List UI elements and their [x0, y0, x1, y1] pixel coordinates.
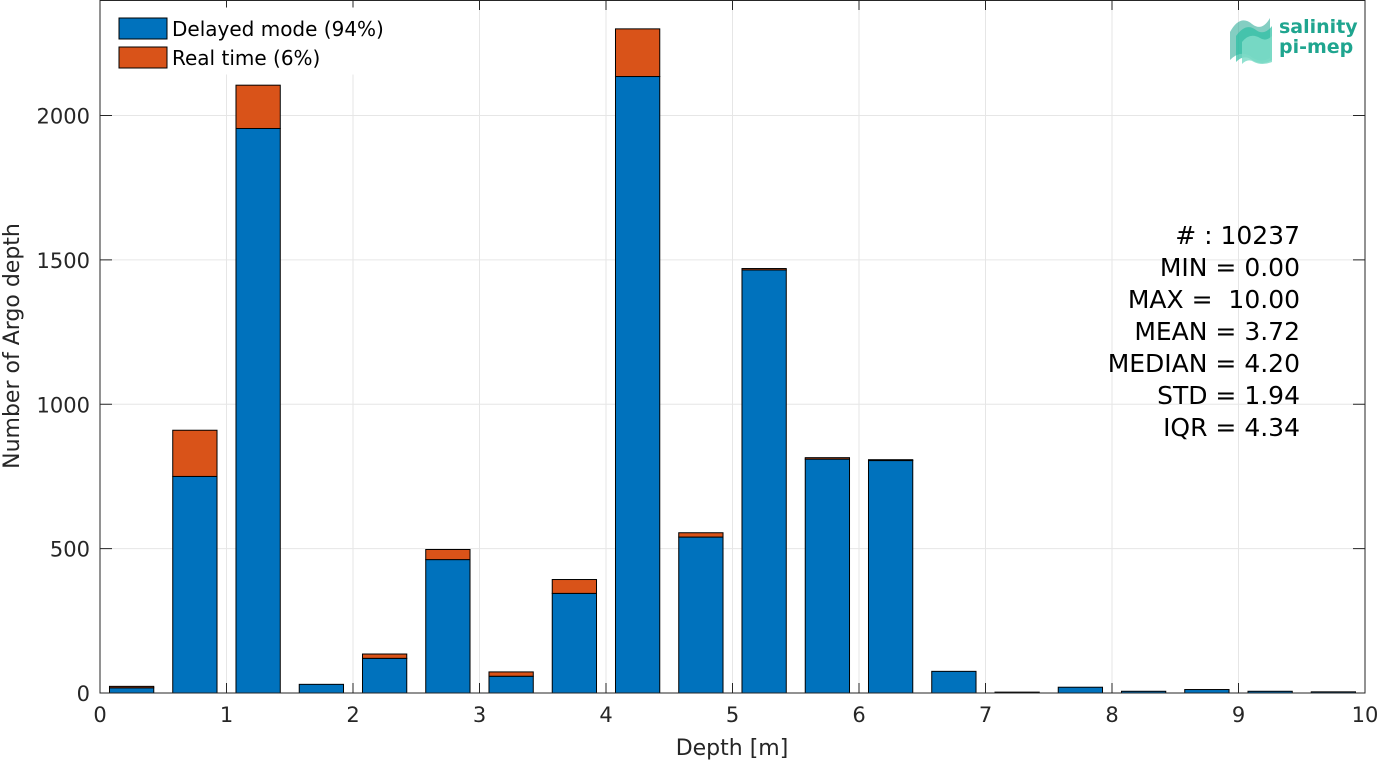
bar-delayed-mode — [741, 269, 787, 694]
bar-real-time — [804, 457, 851, 460]
bar-delayed-mode — [551, 592, 598, 694]
bar-real-time — [614, 28, 661, 78]
x-tick-label: 5 — [726, 703, 739, 727]
statistics-panel: # : 10237 MIN = 0.00 MAX = 10.00 MEAN = … — [1108, 221, 1300, 442]
y-axis-label: Number of Argo depth — [0, 223, 25, 469]
logo-text-salinity: salinity — [1279, 16, 1358, 38]
bar-delayed-mode — [804, 458, 851, 694]
logo: salinity pi-mep — [1230, 16, 1358, 64]
bar-real-time — [488, 671, 534, 677]
legend-swatch-delayed — [118, 17, 168, 40]
stat-max: MAX = 10.00 — [1128, 285, 1300, 314]
bar-real-time — [235, 84, 281, 129]
salinity-wave-icon — [1230, 18, 1272, 64]
legend-label-delayed: Delayed mode (94%) — [172, 17, 384, 41]
x-tick-label: 2 — [346, 703, 359, 727]
x-tick-label: 10 — [1352, 703, 1378, 727]
x-tick-label: 8 — [1105, 703, 1118, 727]
bar-delayed-mode — [108, 687, 155, 694]
bar-delayed-mode — [1057, 686, 1104, 694]
bar-real-time — [678, 532, 724, 538]
stat-iqr: IQR = 4.34 — [1163, 413, 1300, 442]
stat-mean: MEAN = 3.72 — [1134, 317, 1300, 346]
stat-min: MIN = 0.00 — [1160, 253, 1300, 282]
x-tick-label: 1 — [220, 703, 233, 727]
x-tick-label: 4 — [599, 703, 612, 727]
bar-delayed-mode — [488, 675, 534, 694]
bar-real-time — [867, 459, 914, 462]
x-tick-label: 6 — [852, 703, 865, 727]
bar-delayed-mode — [931, 670, 977, 694]
y-tick-label: 2000 — [37, 105, 90, 129]
y-tick-label: 0 — [77, 682, 90, 706]
bar-delayed-mode — [172, 475, 218, 694]
stat-median: MEDIAN = 4.20 — [1108, 349, 1300, 378]
bar-delayed-mode — [235, 127, 281, 694]
x-tick-label: 9 — [1232, 703, 1245, 727]
x-tick-label: 3 — [473, 703, 486, 727]
bar-delayed-mode — [361, 657, 408, 694]
legend-label-realtime: Real time (6%) — [172, 46, 320, 70]
x-tick-label: 7 — [979, 703, 992, 727]
bar-delayed-mode — [867, 460, 914, 694]
y-tick-label: 500 — [50, 538, 90, 562]
axis-ticks: 0 1 2 3 4 5 6 7 8 9 10 0 500 1000 1500 2000 — [37, 0, 1378, 727]
stat-std: STD = 1.94 — [1157, 381, 1300, 410]
y-tick-label: 1500 — [37, 249, 90, 273]
bar-real-time — [741, 268, 787, 271]
bar-delayed-mode — [678, 536, 724, 694]
bar-delayed-mode — [298, 683, 345, 694]
stat-count: # : 10237 — [1175, 221, 1300, 250]
bar-real-time — [361, 653, 408, 659]
legend-swatch-realtime — [118, 46, 168, 69]
x-tick-label: 0 — [93, 703, 106, 727]
bar-real-time — [108, 685, 155, 689]
bar-delayed-mode — [1184, 689, 1230, 694]
bar-delayed-mode — [614, 76, 661, 694]
y-tick-label: 1000 — [37, 393, 90, 417]
bar-real-time — [551, 579, 598, 594]
x-axis-label: Depth [m] — [676, 736, 789, 761]
logo-text-pimep: pi-mep — [1279, 36, 1353, 58]
bars — [108, 28, 1357, 694]
bar-real-time — [172, 429, 218, 477]
bar-delayed-mode — [425, 559, 471, 694]
legend: Delayed mode (94%) Real time (6%) — [107, 7, 411, 75]
bar-real-time — [425, 548, 471, 561]
